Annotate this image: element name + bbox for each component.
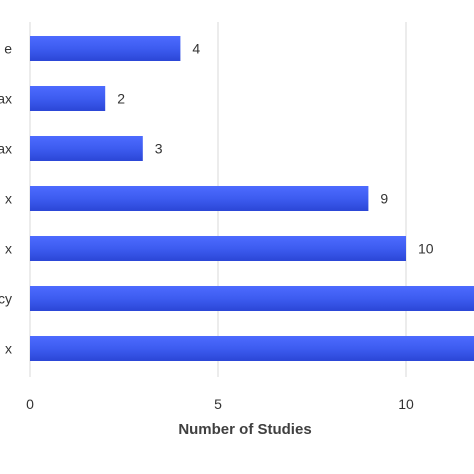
data-label: 4 <box>192 41 200 57</box>
bar <box>30 86 106 111</box>
x-tick-label: 5 <box>214 396 222 412</box>
x-tick-label: 0 <box>26 396 34 412</box>
bar <box>30 236 406 261</box>
category-label: ax <box>0 141 12 157</box>
x-tick-label: 10 <box>398 396 414 412</box>
category-label: cy <box>0 291 12 307</box>
category-label: x <box>5 341 12 357</box>
category-label: e <box>4 41 12 57</box>
x-tick-labels: 05101520 <box>26 396 414 412</box>
bar <box>30 186 369 211</box>
data-label: 2 <box>117 91 125 107</box>
bar <box>30 136 143 161</box>
bar <box>30 36 181 61</box>
bars <box>30 36 474 361</box>
data-labels: 42391021 <box>117 41 434 257</box>
data-label: 3 <box>155 141 163 157</box>
category-label: x <box>5 191 12 207</box>
category-label: ax <box>0 91 12 107</box>
data-label: 10 <box>418 241 434 257</box>
bar <box>30 286 474 311</box>
category-label: x <box>5 241 12 257</box>
bar <box>30 336 474 361</box>
data-label: 9 <box>380 191 388 207</box>
category-labels: e ax ax x x cy x <box>0 41 12 357</box>
x-axis-title: Number of Studies <box>178 421 311 438</box>
